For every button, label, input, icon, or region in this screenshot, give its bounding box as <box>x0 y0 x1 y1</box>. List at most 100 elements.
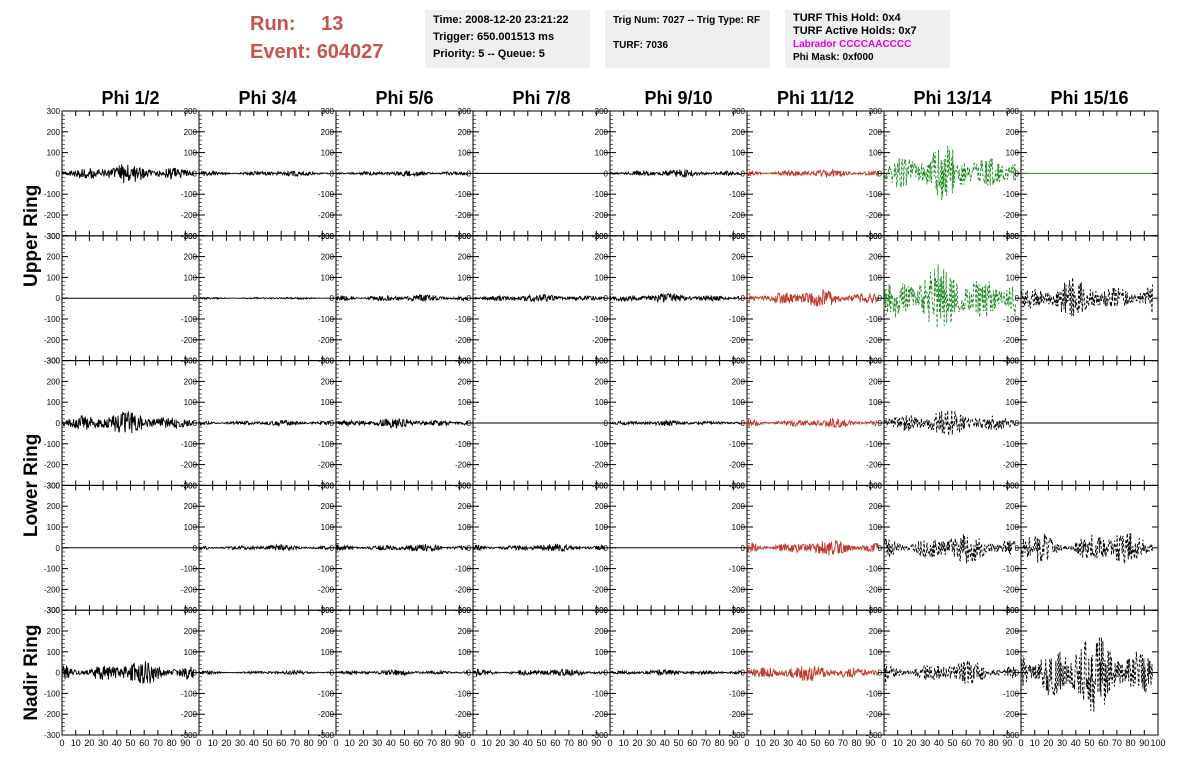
y-tick-label: 200 <box>321 377 335 386</box>
y-tick-label: -300 <box>592 731 609 740</box>
y-tick-label: 300 <box>595 232 609 241</box>
x-tick-label: 40 <box>797 738 807 748</box>
y-tick-label: 300 <box>1006 357 1020 366</box>
time-info-box: Time: 2008-12-20 23:21:22 Trigger: 650.0… <box>425 10 590 68</box>
trigger-text: Trigger: 650.001513 ms <box>433 31 555 43</box>
waveform-trace <box>335 294 468 302</box>
y-tick-label: 300 <box>321 481 335 490</box>
y-tick-label: 0 <box>467 294 472 303</box>
y-tick-label: -200 <box>181 336 198 345</box>
y-tick-label: -100 <box>318 565 335 574</box>
waveform-trace <box>883 145 1016 201</box>
x-tick-label: 0 <box>744 738 749 748</box>
x-tick-label: 90 <box>1139 738 1149 748</box>
y-tick-label: -200 <box>1003 211 1020 220</box>
y-tick-label: 100 <box>47 398 61 407</box>
x-tick-label: 50 <box>810 738 820 748</box>
y-tick-label: -300 <box>44 731 61 740</box>
waveform-trace <box>61 164 194 184</box>
waveform-trace <box>198 669 331 676</box>
y-tick-label: -200 <box>592 336 609 345</box>
y-tick-label: 300 <box>458 357 472 366</box>
y-tick-label: -200 <box>44 585 61 594</box>
y-tick-label: -200 <box>44 461 61 470</box>
y-tick-label: 200 <box>458 377 472 386</box>
x-tick-label: 40 <box>1071 738 1081 748</box>
y-tick-label: 100 <box>321 648 335 657</box>
y-tick-label: 100 <box>47 523 61 532</box>
y-tick-label: -100 <box>866 689 883 698</box>
x-tick-label: 30 <box>235 738 245 748</box>
column-title: Phi 7/8 <box>512 88 570 108</box>
y-tick-label: 300 <box>321 357 335 366</box>
y-tick-label: -200 <box>44 336 61 345</box>
x-tick-label: 80 <box>441 738 451 748</box>
y-tick-label: -200 <box>729 336 746 345</box>
y-tick-label: 300 <box>1006 232 1020 241</box>
y-tick-label: -200 <box>866 211 883 220</box>
y-tick-label: 300 <box>1006 107 1020 116</box>
y-tick-label: -200 <box>592 585 609 594</box>
x-tick-label: 70 <box>153 738 163 748</box>
x-tick-label: 20 <box>632 738 642 748</box>
y-tick-label: -100 <box>592 565 609 574</box>
labrador-text: Labrador CCCCAACCCC <box>793 39 912 50</box>
y-tick-label: -100 <box>318 190 335 199</box>
trigger-info-box: Trig Num: 7027 -- Trig Type: RF TURF: 70… <box>605 10 770 68</box>
y-tick-label: -300 <box>181 357 198 366</box>
y-tick-label: 100 <box>47 273 61 282</box>
y-tick-label: -100 <box>866 565 883 574</box>
y-tick-label: 200 <box>458 253 472 262</box>
y-tick-label: -300 <box>44 481 61 490</box>
x-tick-label: 80 <box>715 738 725 748</box>
y-tick-label: 300 <box>595 481 609 490</box>
y-tick-label: 100 <box>184 398 198 407</box>
y-tick-label: 0 <box>330 544 335 553</box>
waveform-trace <box>198 543 331 552</box>
y-tick-label: 100 <box>732 398 746 407</box>
y-tick-label: 200 <box>595 253 609 262</box>
y-tick-label: -100 <box>181 440 198 449</box>
y-tick-label: 200 <box>869 128 883 137</box>
x-tick-label: 30 <box>98 738 108 748</box>
waveform-trace <box>883 533 1016 564</box>
y-tick-label: 200 <box>458 502 472 511</box>
x-tick-label: 50 <box>536 738 546 748</box>
y-tick-label: 300 <box>321 232 335 241</box>
y-tick-label: -100 <box>455 315 472 324</box>
y-tick-label: 0 <box>330 294 335 303</box>
y-tick-label: 100 <box>458 273 472 282</box>
y-tick-label: 200 <box>47 253 61 262</box>
x-tick-label: 50 <box>262 738 272 748</box>
y-tick-label: 200 <box>321 128 335 137</box>
y-tick-label: -200 <box>318 336 335 345</box>
y-tick-label: 200 <box>184 627 198 636</box>
x-tick-label: 20 <box>358 738 368 748</box>
x-tick-label: 90 <box>728 738 738 748</box>
x-tick-label: 30 <box>1057 738 1067 748</box>
y-tick-label: 300 <box>869 107 883 116</box>
x-tick-label: 40 <box>660 738 670 748</box>
y-tick-label: 100 <box>458 648 472 657</box>
y-tick-label: 300 <box>47 606 61 615</box>
waveform-trace <box>472 293 605 303</box>
x-tick-label: 10 <box>345 738 355 748</box>
y-tick-label: 300 <box>869 357 883 366</box>
y-tick-label: 100 <box>184 273 198 282</box>
y-tick-label: 0 <box>741 669 746 678</box>
y-tick-label: 0 <box>878 169 883 178</box>
y-tick-label: -100 <box>592 190 609 199</box>
y-tick-label: 0 <box>193 169 198 178</box>
turf-active-text: TURF Active Holds: 0x7 <box>793 25 917 37</box>
waveform-trace <box>335 669 468 677</box>
x-tick-label: 30 <box>372 738 382 748</box>
y-tick-label: 100 <box>47 149 61 158</box>
y-tick-label: 200 <box>732 128 746 137</box>
waveform-trace <box>746 665 879 681</box>
y-tick-label: 200 <box>321 253 335 262</box>
x-tick-label: 70 <box>1112 738 1122 748</box>
x-tick-label: 10 <box>71 738 81 748</box>
y-tick-label: -200 <box>592 710 609 719</box>
y-tick-label: -100 <box>455 689 472 698</box>
y-tick-label: -100 <box>181 190 198 199</box>
